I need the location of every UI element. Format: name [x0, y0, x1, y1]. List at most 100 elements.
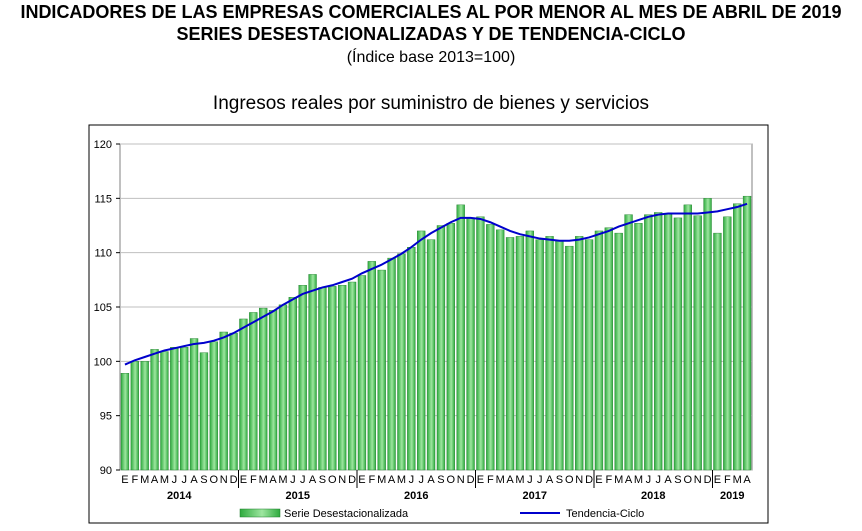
x-year-label: 2018: [641, 490, 665, 502]
trend-line: [124, 202, 748, 366]
x-month-label: A: [427, 474, 435, 486]
bar: [308, 274, 317, 471]
bar: [446, 223, 455, 471]
x-month-label: J: [418, 474, 424, 486]
bar: [663, 213, 673, 471]
bar: [426, 239, 436, 471]
bar: [278, 304, 288, 471]
y-tick-label: 95: [100, 411, 112, 423]
bar: [486, 224, 495, 471]
bar: [170, 347, 179, 471]
x-month-label: J: [537, 474, 543, 486]
y-tick-label: 90: [100, 465, 112, 477]
bar: [525, 230, 534, 471]
bar: [594, 230, 604, 471]
x-month-label: M: [496, 474, 505, 486]
x-month-label: M: [614, 474, 623, 486]
bar: [555, 240, 564, 471]
x-year-label: 2019: [720, 490, 744, 502]
bar: [673, 217, 683, 471]
x-month-label: F: [250, 474, 257, 486]
x-month-label: F: [605, 474, 612, 486]
x-month-label: E: [477, 474, 484, 486]
legend-label-trend: Tendencia-Ciclo: [566, 508, 644, 520]
x-month-label: D: [585, 474, 593, 486]
bar: [367, 261, 376, 471]
x-month-label: N: [694, 474, 702, 486]
bar: [239, 318, 248, 471]
report-base-note: (Índice base 2013=100): [346, 49, 516, 66]
bar: [120, 373, 130, 471]
bar: [476, 216, 485, 471]
x-month-label: O: [210, 474, 219, 486]
x-month-label: D: [704, 474, 712, 486]
bar: [160, 351, 169, 471]
x-month-label: E: [358, 474, 365, 486]
x-month-label: J: [300, 474, 306, 486]
x-month-label: M: [377, 474, 386, 486]
x-month-label: D: [467, 474, 475, 486]
x-month-label: F: [368, 474, 375, 486]
x-month-label: A: [506, 474, 514, 486]
x-month-label: A: [190, 474, 198, 486]
bar: [407, 247, 416, 471]
x-month-label: S: [674, 474, 681, 486]
bar: [644, 214, 653, 471]
x-month-label: J: [646, 474, 652, 486]
x-month-label: M: [634, 474, 643, 486]
bar: [249, 312, 258, 471]
x-month-label: M: [397, 474, 406, 486]
x-month-label: A: [269, 474, 277, 486]
x-month-label: O: [328, 474, 337, 486]
y-tick-label: 110: [94, 248, 112, 260]
bar: [634, 223, 643, 471]
bar: [180, 347, 189, 471]
bar: [377, 269, 386, 471]
bar: [693, 215, 702, 471]
x-year-label: 2017: [523, 490, 547, 502]
bar: [683, 204, 692, 471]
x-month-label: M: [259, 474, 268, 486]
bar: [742, 195, 752, 471]
bar: [328, 286, 337, 471]
bar: [209, 341, 218, 471]
y-tick-label: 120: [94, 139, 112, 151]
x-month-label: E: [595, 474, 602, 486]
bar: [614, 232, 623, 471]
x-month-label: M: [515, 474, 524, 486]
bar: [456, 204, 465, 471]
x-month-label: A: [664, 474, 672, 486]
bar: [318, 287, 327, 471]
x-month-label: S: [437, 474, 444, 486]
bar: [604, 227, 613, 471]
legend-swatch-bars: [239, 508, 281, 518]
x-month-label: M: [140, 474, 149, 486]
bar: [397, 253, 406, 471]
bar: [130, 361, 139, 471]
bar: [723, 216, 732, 471]
x-month-label: F: [724, 474, 731, 486]
bar: [466, 217, 475, 471]
bar: [654, 212, 663, 471]
x-month-label: A: [388, 474, 396, 486]
bar: [298, 285, 307, 471]
x-month-label: N: [220, 474, 228, 486]
x-month-label: E: [714, 474, 721, 486]
bar: [436, 225, 446, 471]
x-month-label: J: [409, 474, 415, 486]
bar: [357, 275, 367, 471]
x-month-label: D: [348, 474, 356, 486]
bar: [496, 229, 505, 471]
x-month-label: D: [230, 474, 238, 486]
bar: [338, 285, 347, 471]
x-month-label: J: [655, 474, 661, 486]
bar: [733, 203, 742, 471]
x-month-label: S: [200, 474, 207, 486]
report-subtitle: SERIES DESESTACIONALIZADAS Y DE TENDENCI…: [176, 24, 686, 44]
bar: [387, 257, 396, 471]
bar: [229, 332, 238, 471]
x-month-label: A: [743, 474, 751, 486]
x-month-label: O: [565, 474, 574, 486]
x-month-label: J: [290, 474, 296, 486]
